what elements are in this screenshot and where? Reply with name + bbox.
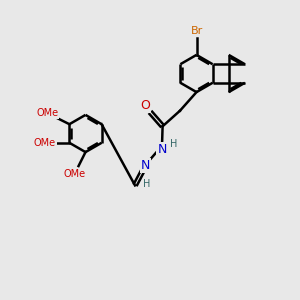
Text: OMe: OMe [36, 108, 58, 118]
Text: N: N [157, 143, 167, 156]
Text: N: N [140, 158, 150, 172]
Text: O: O [141, 99, 150, 112]
Text: OMe: OMe [63, 169, 86, 179]
Text: Br: Br [190, 26, 202, 36]
Text: OMe: OMe [34, 138, 56, 148]
Text: H: H [143, 179, 151, 189]
Text: H: H [170, 139, 177, 149]
